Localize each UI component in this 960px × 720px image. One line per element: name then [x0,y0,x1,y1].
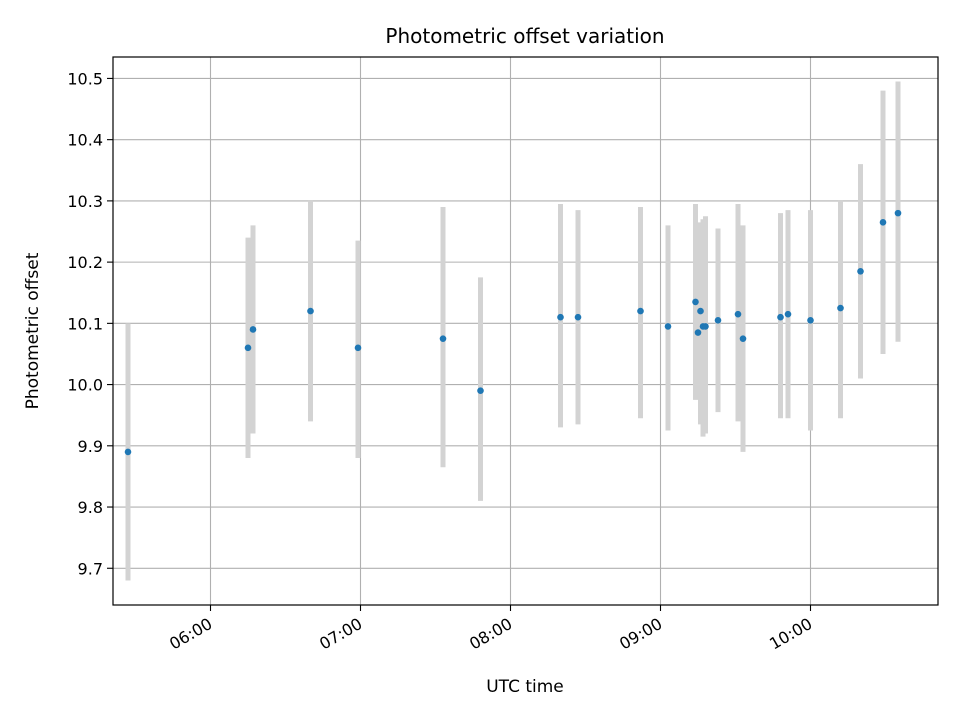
x-axis-label: UTC time [486,677,564,697]
grid [113,57,938,605]
chart-title: Photometric offset variation [385,24,664,48]
data-point [477,387,484,394]
data-point [439,335,447,342]
data-point [694,329,702,336]
data-point [837,304,844,312]
data-point [714,316,722,324]
y-axis-ticks: 9.7 9.8 9.9 10.0 10.1 10.2 10.3 10.4 10.5 [67,69,113,578]
y-tick-label: 10.4 [67,131,103,150]
data-point [354,344,362,352]
data-point [879,219,887,226]
y-tick-label: 10.2 [67,253,103,272]
data-point [574,313,582,321]
y-tick-label: 10.5 [67,69,103,88]
data-point [784,310,792,318]
data-point [807,316,814,324]
data-point [637,307,644,315]
data-point [777,313,784,321]
data-point [697,307,704,315]
y-tick-label: 10.3 [67,192,103,211]
data-point [739,335,747,342]
data-point [894,209,902,217]
data-point [702,323,709,330]
data-point [557,313,564,321]
data-points [124,209,902,456]
plot-frame [112,56,939,606]
y-axis-label: Photometric offset [23,252,43,409]
y-tick-label: 10.1 [67,314,103,333]
y-tick-label: 9.8 [78,498,103,517]
data-point [244,344,252,352]
data-point [692,298,699,306]
y-tick-label: 9.9 [78,437,103,456]
data-point [307,307,314,315]
y-tick-label: 10.0 [67,376,103,395]
data-point [664,323,672,330]
data-point [249,326,257,333]
data-point [124,448,132,456]
y-tick-label: 9.7 [78,559,103,578]
data-point [734,310,742,318]
data-point [857,268,864,275]
